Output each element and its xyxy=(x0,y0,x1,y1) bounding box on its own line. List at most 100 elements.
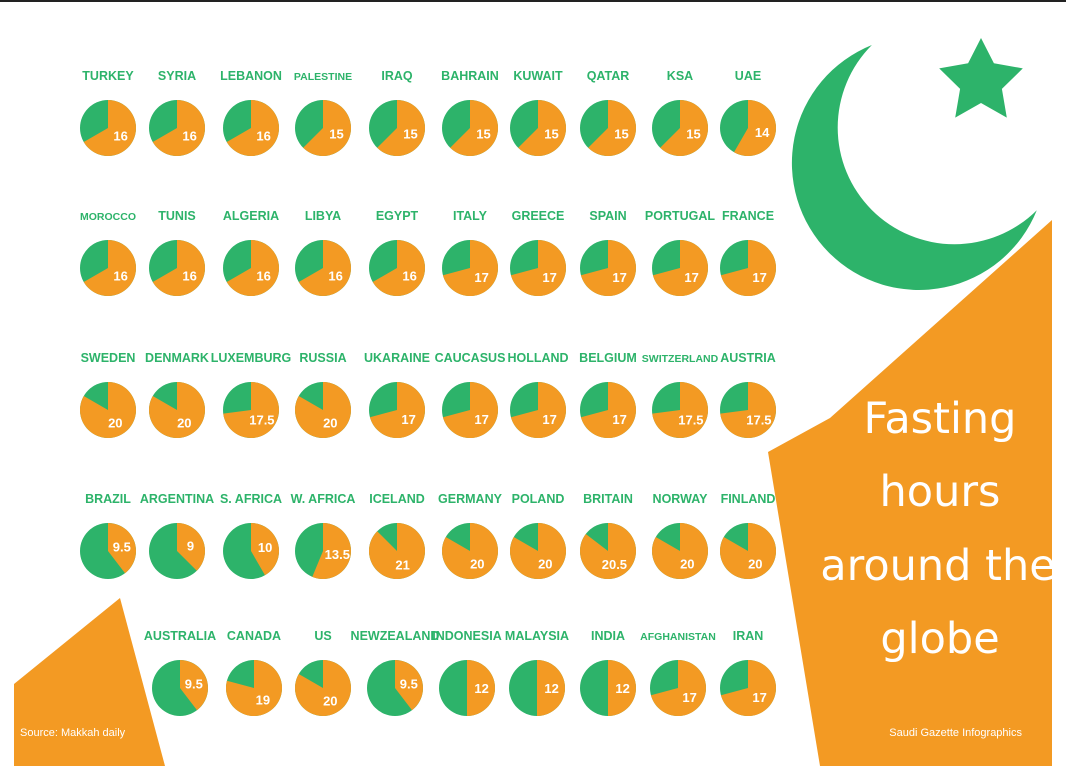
country-pie: INDIA 12 xyxy=(580,629,636,716)
pie-value-label: 17 xyxy=(401,412,415,427)
country-label: S. AFRICA xyxy=(220,492,282,506)
country-label: AUSTRIA xyxy=(720,351,776,365)
pie-fasting-slice xyxy=(372,240,425,297)
country-pie: UAE 14 xyxy=(720,69,776,156)
country-label: MALAYSIA xyxy=(505,629,569,643)
country-label: INDIA xyxy=(591,629,625,643)
pie-value-label: 19 xyxy=(256,693,270,708)
country-label: INDONESIA xyxy=(432,629,501,643)
country-pie: BELGIUM 17 xyxy=(579,351,637,438)
country-label: HOLLAND xyxy=(507,351,568,365)
country-label: SWEDEN xyxy=(81,351,136,365)
country-label: NORWAY xyxy=(653,492,709,506)
country-pie: CANADA 19 xyxy=(225,629,282,717)
country-pie: US 20 xyxy=(294,629,351,717)
country-pie: LIBYA 16 xyxy=(295,209,351,297)
pie-fasting-slice xyxy=(226,240,279,297)
pie-value-label: 10 xyxy=(258,540,272,555)
pie-fasting-slice xyxy=(442,382,498,438)
pie-value-label: 20 xyxy=(748,557,762,572)
country-pie: IRAQ 15 xyxy=(369,69,425,156)
country-label: RUSSIA xyxy=(299,351,346,365)
pie-fasting-slice xyxy=(580,382,636,438)
country-label: TUNIS xyxy=(158,209,196,223)
source-note: Source: Makkah daily xyxy=(20,727,126,739)
pie-value-label: 20 xyxy=(470,557,484,572)
pie-fasting-slice xyxy=(510,382,566,438)
country-label: TURKEY xyxy=(82,69,134,83)
pie-fasting-slice xyxy=(177,523,206,571)
pie-value-label: 17 xyxy=(474,270,488,285)
pie-fasting-slice xyxy=(442,240,498,297)
country-label: IRAQ xyxy=(381,69,413,83)
pie-value-label: 13.5 xyxy=(325,547,350,562)
pie-value-label: 17 xyxy=(612,412,626,427)
country-label: GERMANY xyxy=(438,492,503,506)
title-line-1: Fasting xyxy=(864,394,1017,444)
pie-value-label: 20.5 xyxy=(602,557,627,572)
pie-value-label: 16 xyxy=(402,268,416,283)
pie-value-label: 21 xyxy=(395,558,409,573)
country-label: US xyxy=(314,629,331,643)
pie-fasting-slice xyxy=(467,660,495,716)
pie-fasting-slice xyxy=(226,100,279,157)
country-label: ICELAND xyxy=(369,492,425,506)
pie-value-label: 15 xyxy=(403,127,417,142)
country-pie: UKARAINE 17 xyxy=(364,351,430,438)
country-label: EGYPT xyxy=(376,209,419,223)
country-label: BELGIUM xyxy=(579,351,637,365)
pie-value-label: 20 xyxy=(108,416,122,431)
pie-fasting-slice xyxy=(734,100,776,156)
country-pie: EGYPT 16 xyxy=(369,209,425,297)
pie-value-label: 16 xyxy=(113,128,127,143)
pie-value-label: 16 xyxy=(113,268,127,283)
pie-value-label: 15 xyxy=(614,127,628,142)
pie-fasting-slice xyxy=(368,523,425,579)
country-label: KSA xyxy=(667,69,693,83)
pie-value-label: 20 xyxy=(538,557,552,572)
pie-value-label: 20 xyxy=(323,694,337,709)
country-pie: QATAR 15 xyxy=(580,69,636,156)
country-label: POLAND xyxy=(512,492,565,506)
pie-value-label: 15 xyxy=(329,127,343,142)
country-pie: SPAIN 17 xyxy=(580,209,636,297)
pie-value-label: 9 xyxy=(187,538,194,553)
pie-fasting-slice xyxy=(441,523,498,580)
country-pie: PORTUGAL 17 xyxy=(645,209,716,297)
country-pie: FRANCE 17 xyxy=(720,209,776,297)
country-pie: FINLAND 20 xyxy=(719,492,776,580)
pie-fasting-slice xyxy=(294,660,351,717)
country-pie: ARGENTINA 9 xyxy=(140,492,214,579)
top-divider xyxy=(0,0,1066,2)
country-pie: IRAN 17 xyxy=(720,629,776,716)
pie-fasting-slice xyxy=(720,660,776,716)
country-pie: AUSTRALIA 9.5 xyxy=(144,629,216,716)
pie-value-label: 17 xyxy=(682,690,696,705)
country-pie: ITALY 17 xyxy=(442,209,498,297)
country-pie: PALESTINE 15 xyxy=(294,71,352,157)
pie-value-label: 17 xyxy=(612,270,626,285)
country-pie: GERMANY 20 xyxy=(438,492,503,580)
pie-fasting-slice xyxy=(580,240,636,297)
country-pie: MOROCCO 16 xyxy=(80,211,136,296)
country-label: PORTUGAL xyxy=(645,209,716,223)
title-line-2: hours xyxy=(880,467,1001,517)
country-label: SPAIN xyxy=(589,209,626,223)
country-label: DENMARK xyxy=(145,351,209,365)
country-pie: BRAZIL 9.5 xyxy=(80,492,136,579)
pie-fasting-slice xyxy=(148,382,205,438)
country-label: FINLAND xyxy=(721,492,776,506)
pie-fasting-slice xyxy=(312,523,351,579)
pie-fasting-slice xyxy=(651,523,708,580)
pie-value-label: 16 xyxy=(256,268,270,283)
pie-value-label: 9.5 xyxy=(185,676,203,691)
country-pie: SWITZERLAND 17.5 xyxy=(642,353,719,438)
country-label: AUSTRALIA xyxy=(144,629,216,643)
crescent-icon xyxy=(791,45,1037,290)
country-label: SWITZERLAND xyxy=(642,353,719,365)
country-pie: HOLLAND 17 xyxy=(507,351,569,438)
country-label: QATAR xyxy=(587,69,630,83)
country-label: BRAZIL xyxy=(85,492,131,506)
pie-fasting-slice xyxy=(719,523,776,580)
pie-value-label: 15 xyxy=(686,127,700,142)
